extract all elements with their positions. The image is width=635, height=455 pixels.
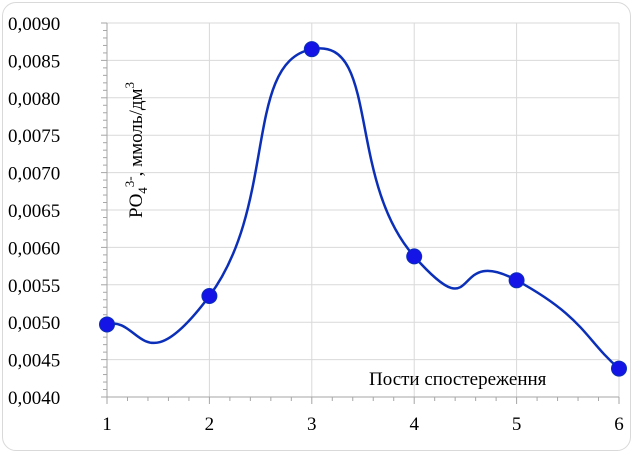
x-tick-label: 4 — [409, 414, 419, 435]
y-tick-label: 0,0050 — [8, 313, 60, 334]
x-tick-label: 1 — [102, 414, 112, 435]
y-tick-labels: 0,0040 0,0045 0,0050 0,0055 0,0060 0,0065 0,00… — [8, 14, 60, 409]
y-tick-label: 0,0060 — [8, 238, 60, 259]
y-tick-label: 0,0055 — [8, 276, 60, 297]
x-axis-label: Пости спостереження — [369, 369, 547, 390]
y-tick-label: 0,0070 — [8, 164, 60, 185]
y-tick-label: 0,0075 — [8, 126, 60, 147]
y-tick-label: 0,0080 — [8, 89, 60, 110]
x-tick-label: 5 — [512, 414, 522, 435]
series-group — [99, 41, 627, 377]
y-label-sup: 3- — [122, 176, 137, 187]
data-point — [99, 316, 115, 333]
series-line — [106, 47, 620, 370]
grid-lines — [107, 22, 620, 397]
data-point — [508, 272, 525, 289]
data-point — [303, 41, 320, 58]
y-tick-label: 0,0040 — [8, 388, 60, 409]
axes — [101, 22, 620, 404]
x-tick-label: 3 — [307, 414, 317, 435]
y-axis-label: PO43-, ммоль/дм3 — [122, 82, 150, 218]
x-tick-labels: 1 2 3 4 5 6 — [102, 414, 624, 435]
x-tick-label: 6 — [614, 414, 624, 435]
y-tick-label: 0,0065 — [8, 201, 60, 222]
data-point — [611, 360, 627, 377]
data-point — [201, 288, 218, 305]
y-tick-label: 0,0085 — [8, 51, 60, 72]
x-tick-label: 2 — [205, 414, 215, 435]
y-label-unit: , ммоль/дм — [126, 88, 147, 176]
y-tick-label: 0,0045 — [8, 351, 60, 372]
y-label-sub: 4 — [135, 187, 150, 194]
y-label-base: PO — [126, 194, 147, 218]
data-point — [406, 248, 423, 265]
y-label-unit-sup: 3 — [122, 82, 137, 89]
y-tick-label: 0,0090 — [8, 14, 60, 35]
